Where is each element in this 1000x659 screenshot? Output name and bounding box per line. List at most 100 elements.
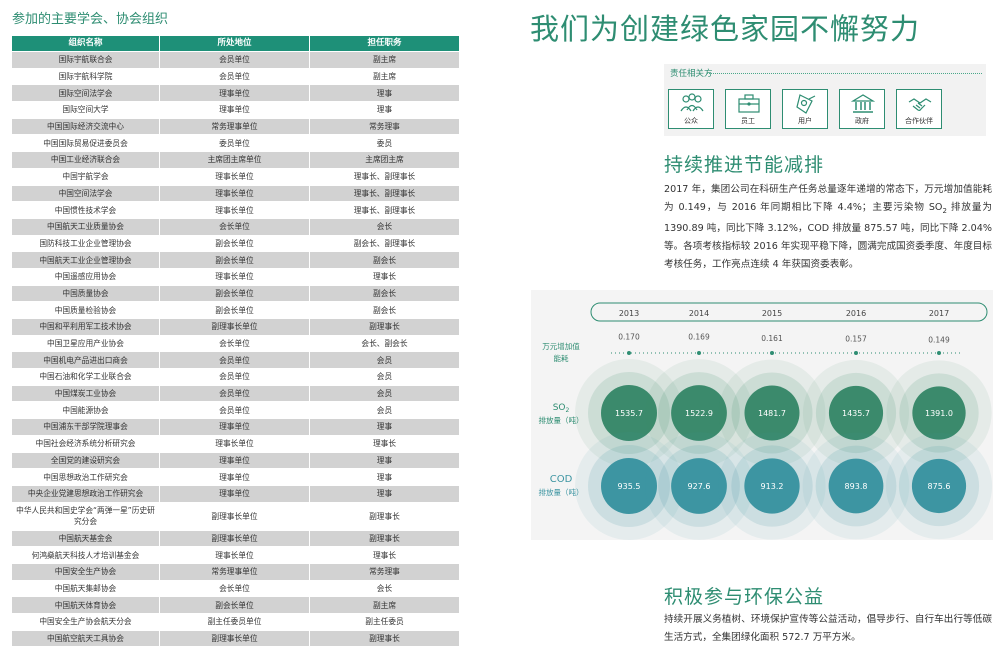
cell-org-name: 中国航天工业质量协会: [12, 218, 160, 235]
section-text-energy: 2017 年，集团公司在科研生产任务总量逐年递增的常态下，万元增加值能耗为 0.…: [664, 181, 992, 274]
table-row: 中国思想政治工作研究会 理事单位 理事: [12, 469, 460, 485]
so2-value-label: 1522.9: [685, 409, 713, 418]
so2-subscript: 2: [942, 206, 947, 215]
cell-org-name: 中国思想政治工作研究会: [12, 469, 160, 485]
cell-role: 副理事长: [310, 502, 460, 530]
cell-position: 理事长单位: [160, 202, 310, 218]
cell-org-name: 中国宇航学会: [12, 168, 160, 185]
cell-org-name: 中央企业党建思想政治工作研究会: [12, 485, 160, 502]
table-row: 中国国际贸易促进委员会 委员单位 委员: [12, 135, 460, 152]
cell-role: 理事: [310, 485, 460, 502]
cell-role: 委员: [310, 135, 460, 152]
cod-value-label: 875.6: [928, 482, 951, 491]
cell-position: 常务理事单位: [160, 118, 310, 135]
cell-position: 理事长单位: [160, 268, 310, 285]
cell-position: 副理事长单位: [160, 630, 310, 647]
table-row: 中华人民共和国史学会“两弹一星”历史研究分会 副理事长单位 副理事长: [12, 502, 460, 530]
cod-value-label: 927.6: [688, 482, 711, 491]
cell-role: 理事长: [310, 547, 460, 563]
cell-org-name: 中国能源协会: [12, 402, 160, 419]
table-row: 中国航天工业企业管理协会 副会长单位 副会长: [12, 252, 460, 268]
cell-org-name: 中国航天体育协会: [12, 597, 160, 613]
energy-point: [627, 351, 631, 355]
cell-org-name: 中国国际经济交流中心: [12, 118, 160, 135]
table-row: 国际空间大学 理事单位 理事: [12, 102, 460, 118]
table-row: 中国航天基金会 副理事长单位 副理事长: [12, 530, 460, 547]
cod-bubble: [671, 458, 727, 514]
cell-org-name: 中国卫星应用产业协会: [12, 335, 160, 352]
cell-position: 会员单位: [160, 52, 310, 68]
cell-org-name: 中国航空航天工具协会: [12, 630, 160, 647]
table-row: 中国石油和化学工业联合会 会员单位 会员: [12, 369, 460, 385]
table-row: 全国党的建设研究会 理事单位 理事: [12, 452, 460, 469]
partner-icon: [908, 98, 932, 111]
so2-bubble: [912, 386, 966, 440]
cell-role: 副会长: [310, 302, 460, 318]
energy-point: [854, 351, 858, 355]
cell-role: 理事: [310, 85, 460, 102]
cell-position: 副理事长单位: [160, 530, 310, 547]
so2-bubble: [671, 385, 727, 441]
cell-org-name: 中国惯性技术学会: [12, 202, 160, 218]
cell-position: 委员单位: [160, 135, 310, 152]
employee-icon: [738, 94, 760, 113]
year-label: 2015: [762, 309, 782, 318]
cell-role: 理事: [310, 102, 460, 118]
cell-org-name: 中国质量协会: [12, 285, 160, 302]
cell-position: 会长单位: [160, 335, 310, 352]
cell-org-name: 中国国际贸易促进委员会: [12, 135, 160, 152]
table-row: 中国安全生产协会航天分会 副主任委员单位 副主任委员: [12, 614, 460, 630]
stakeholder-divider: [707, 73, 982, 74]
emission-chart: 2013 2014 2015 2016 2017 0.170 0.169 0.161 0.157…: [539, 302, 993, 540]
energy-value-label: 0.149: [928, 336, 950, 345]
so2-value-label: 1535.7: [615, 409, 643, 418]
stakeholder-label: 合作伙伴: [905, 117, 933, 125]
cell-position: 会员单位: [160, 68, 310, 85]
government-icon: [851, 94, 875, 113]
cell-org-name: 国际宇航科学院: [12, 68, 160, 85]
cell-position: 理事单位: [160, 419, 310, 435]
cell-role: 副理事长: [310, 530, 460, 547]
table-row: 中国机电产品进出口商会 会员单位 会员: [12, 352, 460, 369]
cell-position: 会员单位: [160, 369, 310, 385]
cell-position: 理事单位: [160, 102, 310, 118]
cell-org-name: 中国遥感应用协会: [12, 268, 160, 285]
so2-bubble: [828, 385, 884, 441]
cod-value-label: 893.8: [845, 482, 868, 491]
cell-role: 理事长、副理事长: [310, 185, 460, 202]
section-title-welfare: 积极参与环保公益: [664, 586, 825, 608]
so2-row-label: SO2: [553, 403, 570, 414]
cell-role: 会员: [310, 402, 460, 419]
year-band: [590, 302, 988, 322]
cell-position: 副会长单位: [160, 302, 310, 318]
stakeholder-label: 员工: [741, 117, 755, 125]
cell-org-name: 中国社会经济系统分析研究会: [12, 435, 160, 452]
cell-position: 副会长单位: [160, 597, 310, 613]
cell-role: 会长: [310, 218, 460, 235]
cell-position: 副会长单位: [160, 252, 310, 268]
cell-org-name: 中国航天工业企业管理协会: [12, 252, 160, 268]
cod-row-label: COD: [550, 474, 573, 485]
table-row: 中国遥感应用协会 理事长单位 理事长: [12, 268, 460, 285]
year-label: 2016: [846, 309, 866, 318]
cell-position: 理事长单位: [160, 435, 310, 452]
org-table-header: 组织名称 所处地位 担任职务: [12, 36, 460, 51]
cod-bubble: [601, 458, 657, 514]
energy-text-part-1: 2017 年，集团公司在科研生产任务总量逐年递增的常态下，万元增加值能耗为 0.…: [664, 184, 992, 213]
cell-org-name: 国防科技工业企业管理协会: [12, 235, 160, 252]
stakeholder-title: 责任相关方: [670, 69, 713, 79]
cell-position: 理事单位: [160, 452, 310, 469]
table-row: 中国浦东干部学院理事会 理事单位 理事: [12, 419, 460, 435]
so2-value-label: 1481.7: [758, 409, 786, 418]
cell-role: 理事: [310, 469, 460, 485]
cell-position: 会长单位: [160, 580, 310, 597]
cell-role: 常务理事: [310, 563, 460, 580]
cell-position: 会员单位: [160, 385, 310, 402]
cell-org-name: 中国机电产品进出口商会: [12, 352, 160, 369]
cell-position: 会长单位: [160, 218, 310, 235]
table-row: 国际空间法学会 理事单位 理事: [12, 85, 460, 102]
cell-org-name: 中国浦东干部学院理事会: [12, 419, 160, 435]
cell-org-name: 中国航天基金会: [12, 530, 160, 547]
cell-org-name: 国际空间大学: [12, 102, 160, 118]
